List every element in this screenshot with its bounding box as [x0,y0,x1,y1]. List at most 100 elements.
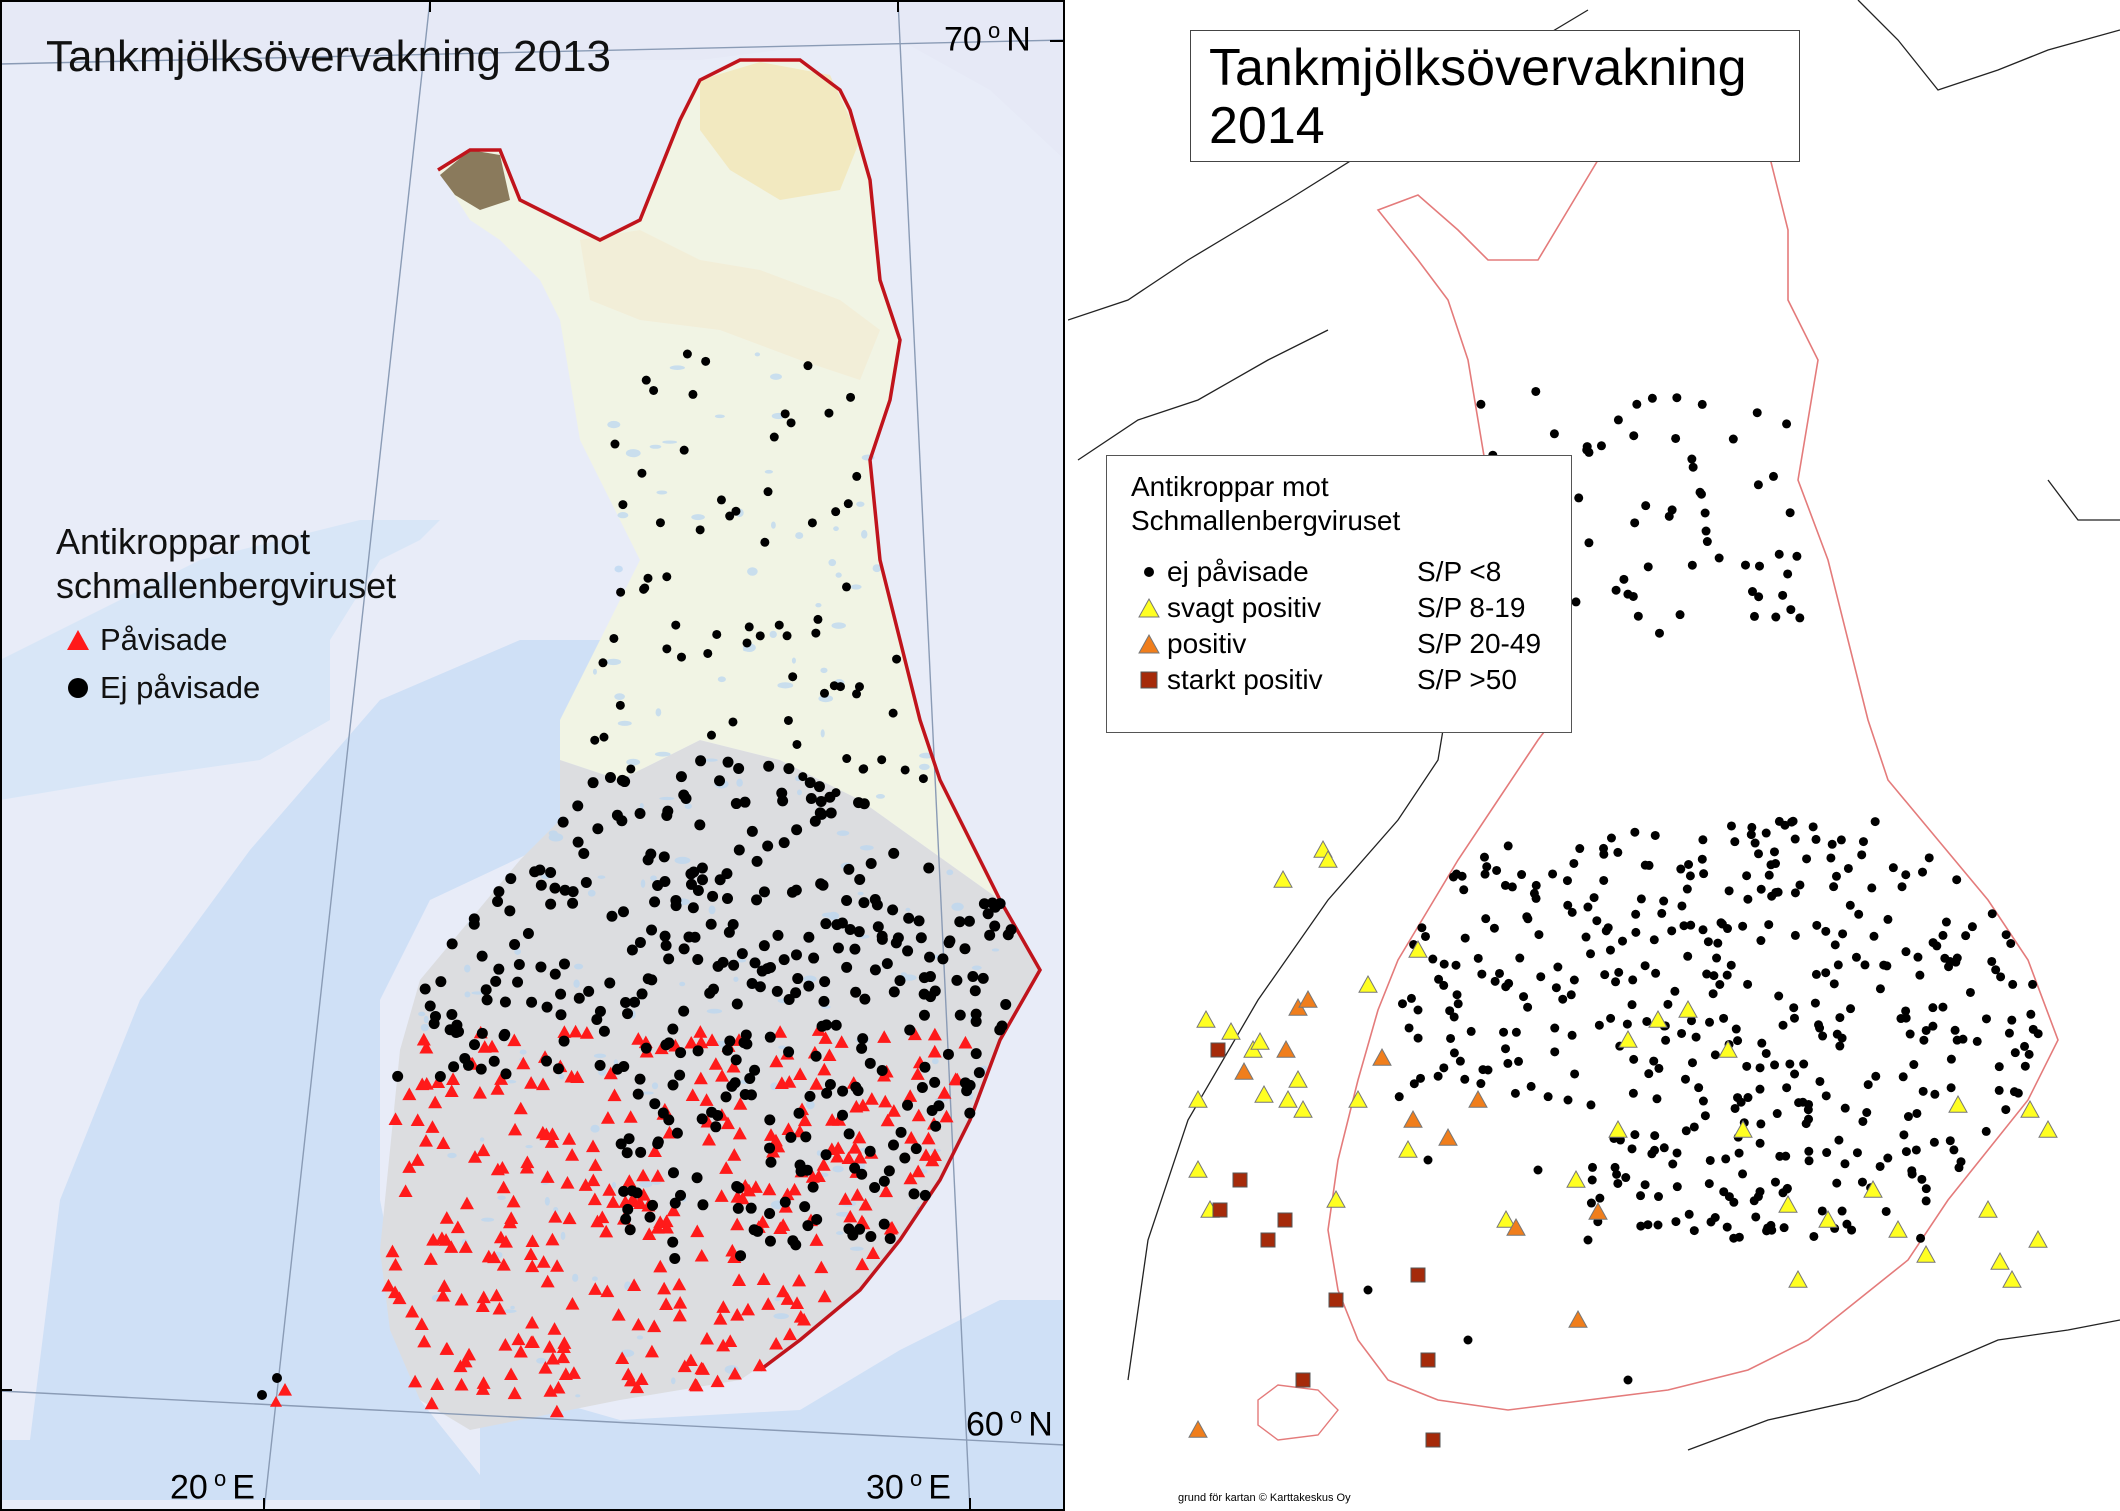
map-dot-symbol [1519,992,1529,1002]
estonia-coast [1687,1319,2120,1451]
map-dot-symbol [1613,1178,1623,1188]
map-dot-symbol [1463,1335,1473,1345]
map-triangle-symbol [832,1113,847,1126]
meridian-20 [263,0,431,1511]
map-dot-symbol [616,774,628,786]
map-dot-symbol [1881,1206,1891,1216]
map-dot-symbol [865,857,877,869]
map-2014-canvas [1068,0,2120,1511]
map-dot-symbol [1846,1004,1856,1014]
map-triangle-symbol [2038,1119,2058,1138]
map-dot-symbol [676,652,686,662]
map-dot-symbol [1640,961,1650,971]
map-dot-symbol [854,873,866,885]
map-triangle-symbol [903,1089,918,1102]
map-dot-symbol [733,844,745,856]
map-dot-symbol [649,896,661,908]
lake [816,1150,822,1156]
map-dot-symbol [558,958,570,970]
lake [650,875,657,881]
map-credit: grund för kartan © Karttakeskus Oy [1178,1492,1351,1504]
map-dot-symbol [1821,1091,1831,1101]
map-dot-symbol [1958,1034,1968,1044]
map-dot-symbol [1945,1136,1955,1146]
map-dot-symbol [1722,1222,1732,1232]
map-triangle-symbol [381,1278,396,1292]
map-dot-symbol [977,972,989,984]
map-dot-symbol [2013,1088,2023,1098]
map-dot-symbol [2026,1009,2036,1019]
map-triangle-symbol [450,1220,465,1234]
map-dot-symbol [669,1252,681,1264]
map-triangle-symbol [458,1240,473,1253]
map-dot-symbol [1659,896,1669,906]
black-dot-icon [1131,565,1167,579]
map-dot-symbol [802,1220,814,1232]
map-dot-symbol [1511,1027,1521,1037]
map-dot-symbol [621,1147,633,1159]
map-triangle-symbol [762,1182,777,1196]
map-dot-symbol [2007,1015,2017,1025]
map-dot-symbol [763,760,775,772]
lon-20-value: 20 [170,1468,208,1507]
map-dot-symbol [1734,1148,1744,1158]
map-dot-symbol [1994,1085,2004,1095]
map-square-symbol [1260,1232,1276,1248]
map-dot-symbol [634,807,646,819]
map-dot-symbol [869,1182,881,1194]
map-triangle-symbol [723,1334,738,1348]
map-dot-symbol [522,927,534,939]
map-dot-symbol [970,1048,982,1060]
lake [573,963,584,970]
map-triangle-symbol [630,1380,645,1394]
lake [656,490,668,495]
map-triangle-symbol [708,1057,723,1070]
legend-item-positiv: positiv S/P 20-49 [1131,626,1547,662]
map-dot-symbol [721,868,733,880]
lake [704,758,718,762]
map-dot-symbol [1453,999,1463,1009]
map-dot-symbol [1750,838,1760,848]
map-triangle-symbol [1398,1139,1418,1158]
map-dot-symbol [1653,1192,1663,1202]
lake [674,856,691,865]
map-dot-symbol [731,506,741,516]
map-dot-symbol [1946,1083,1956,1093]
map-dot-symbol [1987,909,1997,919]
map-dot-symbol [825,807,837,819]
map-dot-symbol [813,614,823,624]
map-dot-symbol [580,877,592,889]
map-triangle-symbol [587,1192,602,1206]
map-triangle-symbol [540,1274,555,1288]
map-dot-symbol [1857,1177,1867,1187]
map-triangle-symbol [549,1404,564,1418]
map-triangle-symbol [797,1312,812,1326]
map-dot-symbol [1397,999,1407,1009]
map-dot-symbol [1586,949,1596,959]
lake [519,1049,527,1055]
map-triangle-symbol [1188,1419,1208,1438]
map-triangle-symbol [817,1289,832,1303]
map-dot-symbol [815,796,827,808]
map-dot-symbol [1642,1016,1652,1026]
map-dot-symbol [707,890,719,902]
map-triangle-symbol [1276,1039,1296,1058]
map-dot-symbol [696,1113,708,1125]
map-dot-symbol [1924,853,1934,863]
map-dot-symbol [1780,820,1790,830]
lake [706,1008,723,1014]
legend-positive-label: Påvisade [100,622,228,657]
map-dot-symbol [1858,837,1868,847]
map-dot-symbol [1743,894,1753,904]
sample-points-2013 [257,349,1017,1418]
map-dot-symbol [1680,1074,1690,1084]
lake [418,1011,426,1017]
map-dot-symbol [744,622,754,632]
map-dot-symbol [1751,1212,1761,1222]
map-triangle-symbol [439,1211,454,1224]
map-dot-symbol [1691,1032,1701,1042]
map-dot-symbol [924,951,936,963]
map-triangle-symbol [1588,1201,1608,1220]
map-triangle-symbol [853,1150,868,1164]
map-triangle-symbol [270,1396,282,1407]
